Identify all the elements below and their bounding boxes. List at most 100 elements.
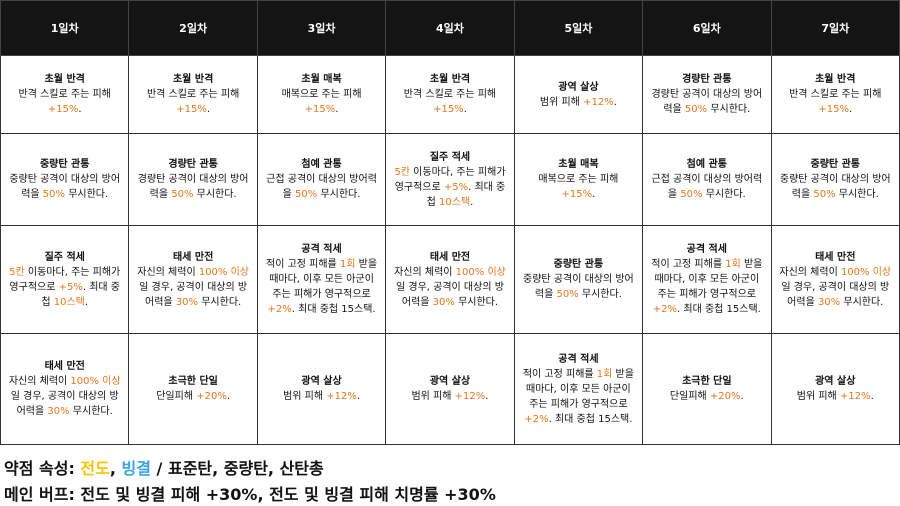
- text-segment: 범위 피해: [796, 391, 840, 402]
- skill-title: 중량탄 관통: [39, 159, 90, 170]
- skill-cell: 경량탄 관통 경량탄 공격이 대상의 방어력을 50% 무시한다.: [642, 55, 772, 134]
- text-segment: 50%: [680, 189, 703, 200]
- skill-desc: 범위 피해 +12%.: [411, 391, 488, 402]
- skill-desc: 범위 피해 +12%.: [797, 391, 874, 402]
- footer-line: 약점 속성: 전도, 빙결 / 표준탄, 중량탄, 산탄총: [4, 456, 496, 482]
- text-segment: 적이 고정 피해를: [522, 368, 597, 380]
- skill-desc: 적이 고정 피해를 1회 받을 때마다, 이후 모든 아군이 주는 피해가 영구…: [266, 259, 377, 315]
- skill-cell: 초월 반격 반격 스킬로 주는 피해 +15%.: [770, 55, 900, 134]
- skill-desc: 범위 피해 +12%.: [540, 97, 617, 108]
- day-header: 1일차: [0, 0, 130, 56]
- skill-title: 공격 적세: [686, 244, 727, 255]
- text-segment: .: [84, 296, 89, 308]
- skill-desc: 5칸 이동마다, 주는 피해가 영구적으로 +5%. 최대 중첩 10스택.: [9, 267, 120, 308]
- text-segment: 반격 스킬로 주는 피해: [18, 89, 111, 100]
- skill-title: 중량탄 관통: [553, 259, 604, 270]
- text-segment: +12%: [583, 96, 614, 108]
- skill-desc: 중량탄 공격이 대상의 방어력을 50% 무시한다.: [780, 174, 891, 200]
- text-segment: 자신의 체력이: [137, 266, 199, 278]
- skill-cell: 중량탄 관통 중량탄 공격이 대상의 방어력을 50% 무시한다.: [0, 133, 130, 226]
- skill-cell: 초월 반격 반격 스킬로 주는 피해 +15%.: [128, 55, 258, 134]
- text-segment: . 최대 중첩 15스택.: [548, 413, 633, 425]
- skill-desc: 단일피해 +20%.: [156, 391, 230, 402]
- skill-cell: 공격 적세 적이 고정 피해를 1회 받을 때마다, 이후 모든 아군이 주는 피…: [256, 225, 387, 334]
- text-segment: +20%: [709, 391, 741, 402]
- skill-title: 초월 매복: [558, 159, 599, 170]
- text-segment: .: [78, 104, 82, 115]
- skill-title: 태세 만전: [172, 251, 214, 263]
- text-segment: 반격 스킬로 주는 피해: [789, 89, 882, 100]
- text-segment: 범위 피해: [283, 391, 327, 402]
- skill-desc: 적이 고정 피해를 1회 받을 때마다, 이후 모든 아군이 주는 피해가 영구…: [651, 259, 762, 315]
- text-segment: 중량탄 공격이 대상의 방어력을: [9, 174, 121, 200]
- header-row: 1일차 2일차 3일차 4일차 5일차 6일차 7일차: [0, 0, 900, 56]
- text-segment: 무시한다.: [198, 296, 242, 308]
- text-segment: .: [740, 391, 744, 402]
- skill-title: 중량탄 관통: [810, 159, 860, 170]
- text-segment: . 최대 중첩 15스택.: [677, 304, 761, 315]
- text-segment: +2%: [267, 304, 292, 315]
- skill-desc: 자신의 체력이 100% 이상일 경우, 공격이 대상의 방어력을 30% 무시…: [9, 376, 121, 417]
- text-segment: 매복으로 주는 피해: [538, 174, 619, 185]
- text-segment: 범위 피해: [411, 391, 455, 402]
- skill-cell: 초월 매복 매복으로 주는 피해 +15%.: [256, 55, 387, 134]
- skill-title: 질주 적세: [44, 251, 85, 263]
- text-segment: 빙결: [121, 459, 151, 478]
- text-segment: +5%: [58, 281, 83, 293]
- text-segment: 100% 이상: [455, 266, 506, 278]
- skill-title: 광역 살상: [815, 376, 856, 387]
- text-segment: 범위 피해: [539, 96, 584, 108]
- text-segment: 근접 공격이 대상의 방어력을: [651, 174, 763, 200]
- skill-cell: 질주 적세 5칸 이동마다, 주는 피해가 영구적으로 +5%. 최대 중첩 10…: [385, 133, 515, 226]
- text-segment: 무시한다.: [840, 296, 884, 308]
- day-header: 2일차: [128, 0, 258, 56]
- text-segment: +5%: [443, 181, 469, 193]
- skill-cell: 경량탄 관통 경량탄 공격이 대상의 방어력을 50% 무시한다.: [128, 133, 258, 226]
- text-segment: .: [592, 189, 596, 200]
- skill-cell: 공격 적세 적이 고정 피해를 1회 받을 때마다, 이후 모든 아군이 주는 피…: [513, 333, 644, 445]
- text-segment: 전도: [80, 459, 110, 478]
- skill-cell: 초극한 단일 단일피해 +20%.: [642, 333, 772, 445]
- skill-cell: 태세 만전 자신의 체력이 100% 이상일 경우, 공격이 대상의 방어력을 3…: [385, 225, 515, 334]
- table-row: 초월 반격 반격 스킬로 주는 피해 +15%. 초월 반격 반격 스킬로 주는 피해…: [0, 55, 900, 134]
- text-segment: .: [463, 104, 467, 115]
- text-segment: 무시한다.: [578, 289, 622, 300]
- skill-title: 태세 만전: [429, 251, 471, 263]
- text-segment: 메인 버프: 전도 및 빙결 피해 +30%, 전도 및 빙결 피해 치명률 +…: [4, 485, 496, 504]
- skill-desc: 반격 스킬로 주는 피해 +15%.: [404, 89, 496, 115]
- text-segment: 경량탄 공격이 대상의 방어력을: [137, 174, 249, 200]
- skill-desc: 자신의 체력이 100% 이상일 경우, 공격이 대상의 방어력을 30% 무시…: [137, 267, 249, 308]
- table-row: 질주 적세 5칸 이동마다, 주는 피해가 영구적으로 +5%. 최대 중첩 10…: [0, 225, 900, 334]
- skill-title: 초월 반격: [815, 74, 856, 85]
- skill-cell: 초극한 단일 단일피해 +20%.: [128, 333, 258, 445]
- text-segment: 무시한다.: [835, 189, 879, 200]
- text-segment: 근접 공격이 대상의 방어력을: [266, 174, 377, 200]
- text-segment: +15%: [47, 104, 79, 115]
- skill-desc: 매복으로 주는 피해 +15%.: [538, 174, 618, 200]
- skill-title: 태세 만전: [815, 251, 856, 263]
- text-segment: 매복으로 주는 피해: [281, 89, 362, 100]
- skill-title: 태세 만전: [44, 361, 85, 372]
- skill-title: 경량탄 관통: [168, 159, 218, 170]
- text-segment: 적이 고정 피해를: [266, 259, 340, 270]
- skill-desc: 반격 스킬로 주는 피해 +15%.: [147, 89, 239, 115]
- text-segment: 10스택: [53, 296, 85, 308]
- text-segment: +20%: [196, 391, 227, 402]
- schedule-table: 1일차 2일차 3일차 4일차 5일차 6일차 7일차 초월 반격 반격 스킬로 주는 피해 +…: [0, 0, 900, 445]
- text-segment: +2%: [524, 413, 549, 425]
- skill-title: 초월 반격: [44, 74, 85, 85]
- text-segment: 약점 속성:: [4, 459, 81, 478]
- skill-cell: 초월 반격 반격 스킬로 주는 피해 +15%.: [385, 55, 515, 134]
- text-segment: .: [470, 196, 474, 208]
- text-segment: 일 경우, 공격이 대상의 방어력을: [781, 281, 890, 308]
- skill-title: 경량탄 관통: [682, 74, 732, 85]
- skill-title: 초극한 단일: [682, 376, 732, 387]
- text-segment: 이동마다, 주는 피해가 영구적으로: [9, 266, 121, 293]
